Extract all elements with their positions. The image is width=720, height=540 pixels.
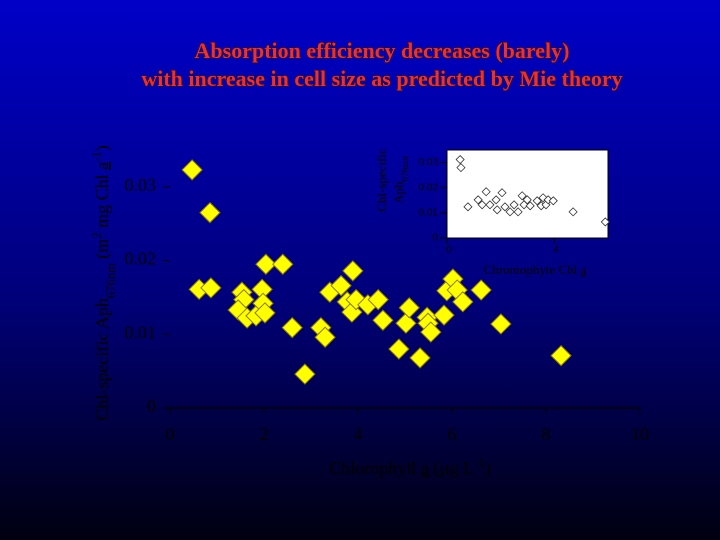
label-part: -1 [90,151,104,162]
point [509,200,519,210]
x-tick-label: 0 [166,424,175,444]
title-line: Absorption efficiency decreases (barely) [195,38,570,63]
point [255,253,277,275]
point [294,363,316,385]
label-part: (m [92,239,113,264]
label-part: 676nm [400,156,410,181]
point [532,196,542,206]
y-tick-label: 0.02 [125,249,157,269]
y-tick-label: 0 [432,233,438,244]
point [200,277,222,299]
point [420,321,442,343]
point [470,279,492,301]
point [513,207,523,217]
point [500,202,510,212]
point [395,312,417,334]
x-tick-label: 10 [631,424,649,444]
y-tick-label: 0.03 [419,157,439,168]
y-axis-label: Chl-specific Aph676nm (m2 mg Chl a-1) [90,145,118,420]
label-part: (µg L [429,458,474,479]
x-tick-label: 4 [554,245,560,256]
point [433,304,455,326]
label-part: Chromophyte Chl [484,262,581,277]
point [600,217,610,227]
point [181,159,203,181]
x-tick-label: 8 [542,424,551,444]
point [505,207,515,217]
label-part: 676nm [104,263,118,298]
label-part: Aph [391,181,406,204]
x-tick-label: 0 [446,245,452,256]
point [272,253,294,275]
label-part: mg Chl [92,170,112,233]
point [548,196,558,206]
y-tick-label: 0 [147,396,156,416]
title-line: with increase in cell size as predicted … [141,66,622,91]
point [199,201,221,224]
y-axis-label: Aph676nm [391,156,410,204]
point [330,274,352,297]
point [490,313,512,335]
point [254,302,276,324]
plot-area [446,149,609,239]
x-tick-label: 4 [354,424,363,444]
point [492,205,502,215]
point [452,291,474,313]
point [525,201,535,211]
point [388,338,410,360]
label-part: a [581,262,587,277]
point [497,188,507,198]
point [398,297,420,319]
label-part: Chlorophyll [329,458,421,478]
point [477,200,487,210]
x-axis-label: Chromophyte Chl a [484,262,587,277]
label-part: Chl-specific [374,148,389,212]
label-part: 2 [90,232,104,238]
point [568,207,578,217]
y-tick-label: 0.02 [419,182,439,193]
label-part: -1 [474,456,485,470]
label-part: ) [92,145,113,151]
point [342,260,364,282]
point [456,163,466,173]
label-part: a [92,162,112,170]
point [517,191,527,201]
point [367,288,389,311]
y-tick-label: 0.01 [125,322,157,342]
point [463,202,473,212]
point [314,326,336,348]
point [485,200,495,210]
point [372,309,394,331]
point [491,195,501,205]
label-part: a [421,458,429,478]
y-tick-label: 0.01 [419,207,439,218]
point [481,187,491,197]
point [455,154,465,165]
y-tick-label: 0.03 [125,175,157,195]
x-axis-label: Chlorophyll a (µg L-1) [329,456,490,479]
point [522,195,532,205]
point [473,195,483,205]
label-part: ) [485,458,491,479]
label-part: Chl-specific Aph [92,298,112,420]
point [281,316,303,339]
x-tick-label: 6 [448,424,457,444]
point [550,344,572,367]
point [409,347,431,369]
x-tick-label: 2 [260,424,269,444]
y-axis-label: Chl-specific [374,148,389,212]
